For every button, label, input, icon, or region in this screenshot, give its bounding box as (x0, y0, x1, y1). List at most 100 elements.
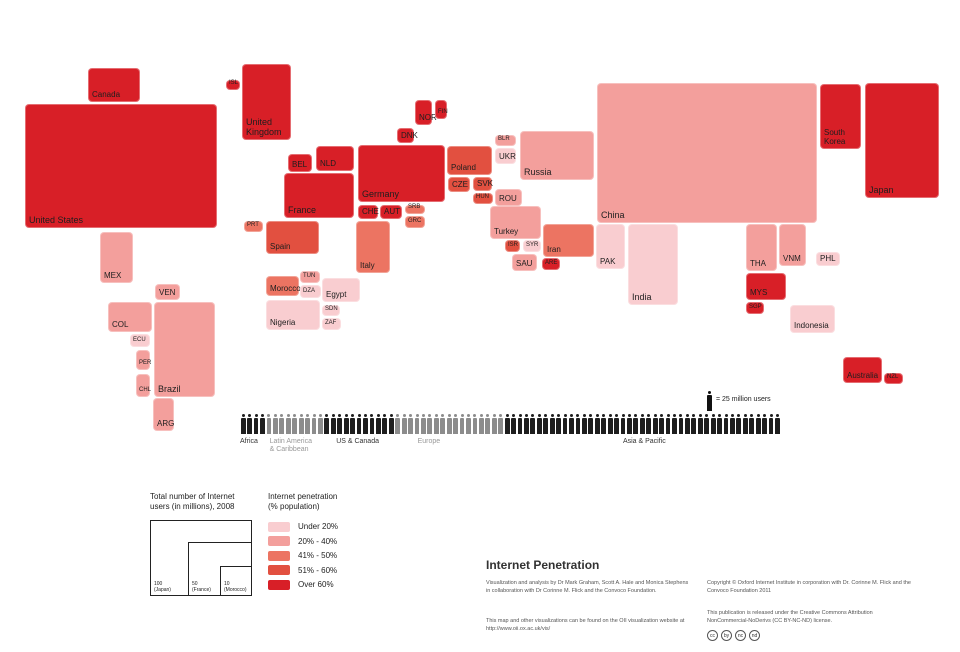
country-label: MYS (750, 288, 768, 297)
country-prt: PRT (244, 221, 263, 232)
country-pak: PAK (596, 224, 625, 269)
country-label: UKR (499, 152, 516, 161)
person-icon (510, 414, 517, 434)
person-icon (330, 414, 337, 434)
country-label: MEX (104, 271, 122, 280)
person-icon (749, 414, 755, 434)
legend-swatch (268, 521, 290, 532)
country-turkey: Turkey (490, 206, 541, 239)
country-label: TUN (303, 273, 316, 279)
country-iran: Iran (543, 224, 594, 257)
country-canada: Canada (88, 68, 140, 102)
country-germany: Germany (358, 145, 445, 202)
country-label: India (632, 292, 652, 302)
person-icon (575, 414, 581, 434)
country-per: PER (136, 350, 151, 370)
country-sau: SAU (512, 254, 537, 271)
country-label: ISR (508, 242, 519, 248)
license-text: This publication is released under the C… (707, 610, 873, 624)
country-col: COL (108, 302, 152, 332)
country-srb: SRB (405, 204, 425, 214)
country-spain: Spain (266, 221, 319, 254)
person-icon (356, 414, 362, 434)
person-icon (459, 414, 465, 434)
person-icon (253, 414, 259, 434)
person-icon (362, 414, 369, 434)
country-label: ROU (499, 194, 517, 203)
country-isl: ISL (226, 80, 240, 90)
country-chl: CHL (136, 374, 152, 397)
scale-label: = 25 million users (716, 396, 771, 403)
country-ecu: ECU (130, 334, 150, 347)
country-poland: Poland (447, 146, 492, 175)
person-icon (704, 414, 710, 434)
country-label: Russia (524, 167, 552, 177)
country-hun: HUN (473, 193, 493, 204)
country-label: BLR (498, 136, 510, 142)
country-label: ZAF (325, 320, 337, 326)
person-icon (388, 414, 395, 434)
country-label: COL (112, 320, 129, 329)
country-label: DZA (303, 288, 315, 294)
cc-nd-icon: nd (749, 630, 760, 641)
country-mys: MYS (746, 273, 786, 300)
person-icon (420, 414, 427, 434)
legend-band-label: Over 60% (298, 580, 334, 589)
country-label: AUT (384, 207, 400, 216)
person-icon (684, 414, 691, 434)
person-icon (504, 414, 511, 434)
country-label: ISL (229, 80, 239, 86)
country-sgp: SGP (746, 302, 764, 314)
country-label: NOR (419, 113, 437, 122)
country-label: CHL (139, 387, 152, 393)
person-icon (311, 414, 317, 434)
person-icon (427, 414, 433, 434)
country-aut: AUT (380, 205, 402, 219)
country-grc: GRC (405, 216, 425, 228)
country-japan: Japan (865, 83, 939, 198)
country-rou: ROU (495, 189, 522, 206)
country-label: NZL (887, 374, 899, 380)
legend-size-label: 10 (Morocco) (224, 581, 247, 593)
country-label: ARG (157, 419, 175, 428)
legend-size-label: 50 (France) (192, 581, 211, 593)
person-icon (337, 414, 343, 434)
person-icon (729, 414, 736, 434)
country-south-korea: South Korea (820, 84, 861, 149)
person-icon (292, 414, 298, 434)
person-icon (665, 414, 671, 434)
region-label: US & Canada (336, 438, 379, 445)
country-label: Australia (847, 371, 879, 380)
country-nigeria: Nigeria (266, 300, 320, 330)
country-label: Morocco (270, 284, 301, 293)
person-icon (446, 414, 453, 434)
person-icon (594, 414, 601, 434)
person-icon (478, 414, 485, 434)
person-icon (285, 414, 292, 434)
country-nor: NOR (415, 100, 437, 125)
legend-band-row: 41% - 50% (268, 550, 337, 561)
person-icon (485, 414, 491, 434)
person-icon (382, 414, 388, 434)
person-icon (607, 414, 614, 434)
legend-band-row: Under 20% (268, 521, 338, 532)
country-svk: SVK (473, 177, 493, 191)
person-icon (613, 414, 620, 434)
person-icon (639, 414, 646, 434)
person-icon (710, 414, 717, 434)
person-icon (401, 414, 408, 434)
person-icon (266, 414, 272, 434)
person-icon (652, 414, 659, 434)
person-icon (549, 414, 556, 434)
person-icon (343, 414, 350, 434)
country-bel: BEL (288, 154, 312, 172)
person-icon (517, 414, 523, 434)
region-label: Asia & Pacific (622, 438, 666, 445)
person-icon (465, 414, 472, 434)
country-che: CHE (358, 205, 379, 219)
legend-band-row: 51% - 60% (268, 565, 337, 576)
country-italy: Italy (356, 221, 390, 273)
person-icon (259, 414, 266, 434)
copyright-text: Copyright © Oxford Internet Institute in… (707, 580, 911, 594)
country-ven: VEN (155, 284, 180, 300)
